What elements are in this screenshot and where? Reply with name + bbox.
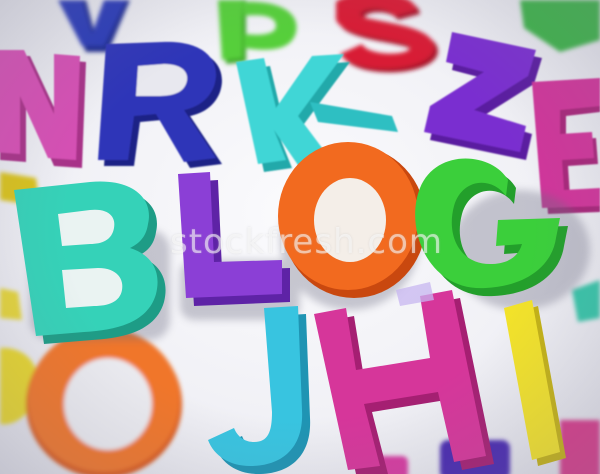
letter-n <box>0 50 86 168</box>
letter-bottom-fragments <box>372 280 600 474</box>
letter-g <box>415 158 568 297</box>
letter-green-fragment <box>520 0 600 52</box>
letter-p <box>218 0 297 64</box>
letter-o <box>278 142 426 298</box>
letter-i <box>504 300 566 466</box>
letter-s <box>335 0 439 73</box>
mid-letters <box>0 32 600 214</box>
letter-l <box>178 172 290 306</box>
letter-v <box>58 0 130 52</box>
letter-e <box>532 78 600 214</box>
letter-k <box>236 54 398 176</box>
letter-b <box>14 181 166 344</box>
foreground-letters <box>208 282 566 474</box>
letter-fragment-lavender <box>396 282 434 306</box>
letter-h <box>314 290 494 474</box>
letter-r <box>98 41 222 168</box>
letter-j <box>208 306 311 474</box>
letter-z <box>424 32 542 160</box>
letter-q <box>26 328 182 474</box>
word-blog <box>14 142 568 344</box>
